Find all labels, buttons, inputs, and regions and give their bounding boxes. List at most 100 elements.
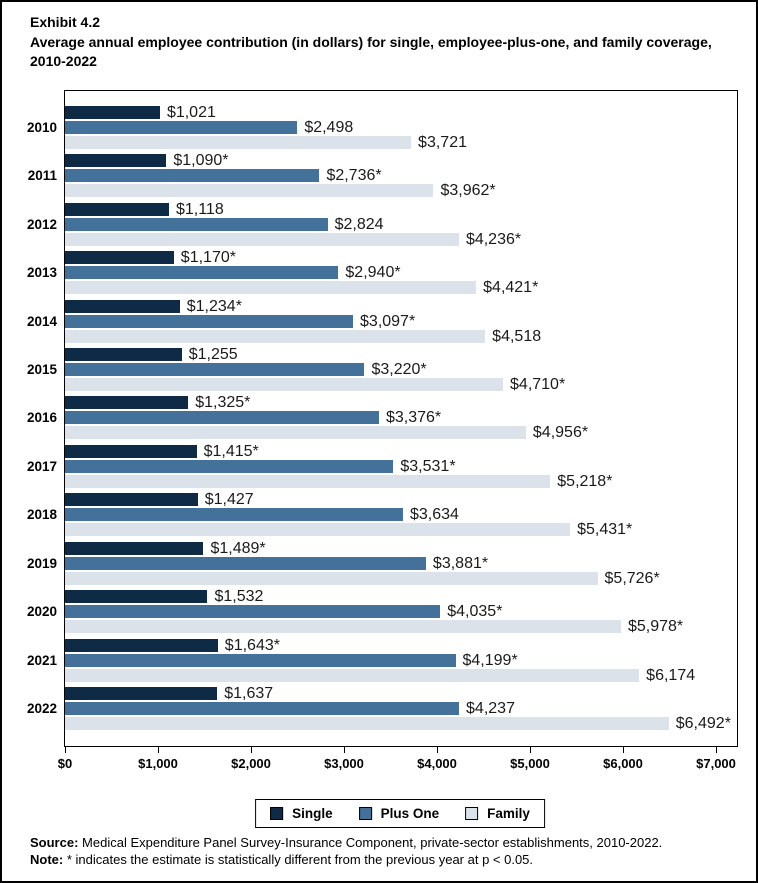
x-tick-mark-6	[622, 747, 624, 753]
bar-plus-one-2012	[65, 217, 328, 231]
bar-row-plus-one-2013: $2,940*	[65, 265, 737, 281]
bar-value-label-single-2014: $1,234*	[186, 297, 242, 315]
legend-swatch-family	[465, 807, 479, 820]
year-label-2011: 2011	[27, 168, 57, 184]
bar-family-2012	[65, 232, 459, 246]
bar-row-single-2022: $1,637	[65, 685, 737, 703]
year-label-2021: 2021	[26, 652, 57, 668]
bar-row-plus-one-2014: $3,097*	[65, 312, 737, 330]
bar-row-family-2014: $4,518	[65, 328, 737, 344]
x-tick-mark-1	[157, 747, 159, 753]
bar-row-single-2015: $1,255	[65, 346, 737, 364]
year-label-2013: 2013	[26, 265, 57, 281]
bar-family-2015	[65, 378, 504, 392]
bar-single-2014	[65, 299, 180, 313]
bar-row-single-2010: $1,021	[65, 103, 737, 121]
legend: Single Plus One Family	[255, 799, 545, 828]
year-label-2020: 2020	[26, 604, 57, 620]
bar-value-label-single-2012: $1,118	[175, 200, 224, 218]
bar-row-family-2020: $5,978*	[65, 619, 737, 635]
bar-groups: 2010 $1,021 $2,498 $3,721 2011 $1,090* $2,736*…	[27, 103, 737, 733]
bar-family-2022	[65, 717, 669, 731]
year-group-2016: 2016 $1,325* $3,376* $4,956*	[27, 394, 737, 442]
x-tick-label-2: $2,000	[231, 756, 271, 771]
bar-plus-one-2013	[65, 266, 339, 280]
bar-family-2011	[65, 184, 434, 198]
bar-row-family-2017: $5,218*	[65, 473, 737, 489]
legend-label-plus-one: Plus One	[380, 806, 440, 821]
year-group-2020: 2020 $1,532 $4,035* $5,978*	[27, 588, 737, 636]
bar-value-label-plus-one-2022: $4,237	[466, 700, 515, 718]
bar-family-2020	[65, 620, 621, 634]
bar-value-label-single-2011: $1,090*	[173, 152, 229, 170]
chart-header: Exhibit 4.2 Average annual employee cont…	[30, 13, 736, 72]
bar-value-label-single-2015: $1,255	[188, 346, 238, 364]
bar-plus-one-2014	[65, 314, 354, 328]
bar-plus-one-2011	[65, 169, 320, 183]
x-tick-label-5: $5,000	[510, 756, 550, 771]
x-axis: $0 $1,000 $2,000 $3,000 $4,000 $5,000 $6,000 $7…	[58, 747, 737, 781]
bar-value-label-family-2021: $6,174	[646, 666, 696, 684]
year-label-2015: 2015	[26, 362, 57, 378]
year-group-2021: 2021 $1,643* $4,199* $6,174	[27, 636, 737, 684]
source-text: Medical Expenditure Panel Survey-Insuran…	[82, 835, 663, 850]
bar-value-label-single-2020: $1,532	[214, 588, 264, 606]
x-tick-mark-3	[343, 747, 345, 753]
legend-item-family: Family	[465, 806, 530, 821]
exhibit-number: Exhibit 4.2	[30, 14, 101, 30]
bar-value-label-family-2022: $6,492*	[675, 715, 731, 733]
year-label-2018: 2018	[26, 507, 57, 523]
bar-row-single-2016: $1,325*	[65, 395, 737, 411]
legend-label-single: Single	[292, 806, 333, 821]
bar-row-family-2010: $3,721	[65, 134, 737, 150]
year-label-2016: 2016	[26, 410, 57, 426]
bar-value-label-single-2010: $1,021	[166, 103, 216, 121]
bar-plus-one-2016	[65, 411, 379, 425]
bar-value-label-plus-one-2014: $3,097*	[360, 312, 416, 330]
bar-row-plus-one-2022: $4,237	[65, 700, 737, 718]
source-line: Source: Medical Expenditure Panel Survey…	[30, 834, 742, 851]
year-label-2012: 2012	[26, 216, 57, 232]
bar-row-single-2019: $1,489*	[65, 540, 737, 556]
year-label-2017: 2017	[26, 458, 57, 474]
note-text: * indicates the estimate is statisticall…	[66, 852, 534, 867]
bar-value-label-single-2018: $1,427	[204, 491, 254, 509]
bar-value-label-family-2018: $5,431*	[577, 521, 633, 539]
year-group-2022: 2022 $1,637 $4,237 $6,492*	[27, 685, 737, 733]
bar-plus-one-2022	[65, 702, 460, 716]
year-group-2015: 2015 $1,255 $3,220* $4,710*	[27, 345, 737, 394]
bar-row-family-2016: $4,956*	[65, 425, 737, 441]
note-line: Note: * indicates the estimate is statis…	[30, 851, 742, 868]
legend-item-plus-one: Plus One	[358, 806, 440, 821]
bar-single-2017	[65, 444, 197, 458]
bar-value-label-family-2015: $4,710*	[510, 376, 566, 394]
bar-row-family-2013: $4,421*	[65, 280, 737, 296]
footer: Source: Medical Expenditure Panel Survey…	[30, 834, 742, 868]
bar-row-single-2012: $1,118	[65, 200, 737, 218]
bar-value-label-plus-one-2012: $2,824	[334, 215, 384, 233]
bar-single-2018	[65, 493, 198, 507]
year-group-2019: 2019 $1,489* $3,881* $5,726*	[27, 539, 737, 587]
bar-single-2011	[65, 154, 167, 168]
year-label-2010: 2010	[26, 119, 57, 135]
bar-value-label-plus-one-2015: $3,220*	[371, 361, 427, 379]
bar-row-plus-one-2012: $2,824	[65, 215, 737, 233]
bar-row-family-2018: $5,431*	[65, 521, 737, 539]
bar-value-label-plus-one-2019: $3,881*	[432, 554, 489, 572]
bar-family-2018	[65, 523, 571, 537]
year-group-2012: 2012 $1,118 $2,824 $4,236*	[27, 200, 737, 248]
bar-single-2015	[65, 348, 182, 362]
bar-value-label-single-2022: $1,637	[224, 685, 274, 703]
bar-row-plus-one-2020: $4,035*	[65, 604, 737, 620]
plot-area: 2010 $1,021 $2,498 $3,721 2011 $1,090* $2,736*…	[27, 90, 738, 747]
x-tick-mark-4	[436, 747, 438, 753]
bar-family-2010	[65, 135, 412, 149]
bar-single-2020	[65, 590, 208, 604]
bar-value-label-plus-one-2011: $2,736*	[326, 167, 382, 185]
bar-single-2013	[65, 251, 174, 265]
bar-row-plus-one-2019: $3,881*	[65, 554, 737, 572]
bar-row-single-2017: $1,415*	[65, 443, 737, 459]
x-tick-label-6: $6,000	[603, 756, 643, 771]
year-label-2019: 2019	[26, 555, 57, 571]
year-group-2010: 2010 $1,021 $2,498 $3,721	[27, 103, 737, 151]
